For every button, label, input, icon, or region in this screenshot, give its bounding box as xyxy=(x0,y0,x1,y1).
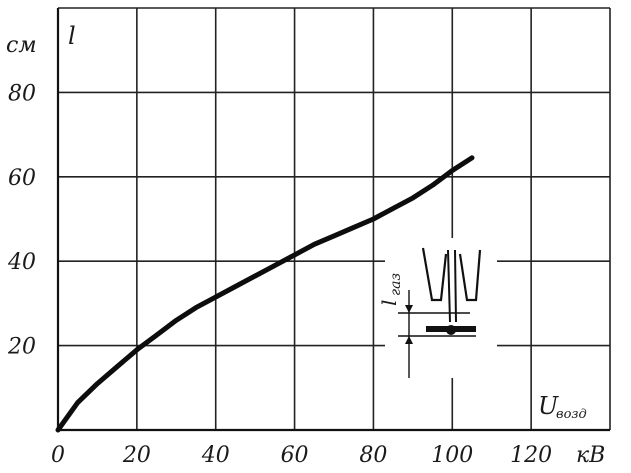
x-tick-label-40: 40 xyxy=(201,443,230,468)
inset-label-symbol: l xyxy=(377,300,401,306)
y-tick-label-40: 40 xyxy=(7,250,36,275)
x-axis-subscript: возд xyxy=(556,407,587,422)
y-tick-label-60: 60 xyxy=(8,166,36,191)
electrode-inset-diagram: l газ xyxy=(377,238,497,378)
x-tick-label-100: 100 xyxy=(431,443,473,468)
dimension-arrow-up-icon xyxy=(405,336,413,344)
x-tick-label-0: 0 xyxy=(51,443,65,468)
x-axis-unit: кВ xyxy=(576,443,605,468)
x-tick-label-120: 120 xyxy=(510,443,552,468)
dimension-arrow-down-icon xyxy=(405,305,413,313)
axes xyxy=(56,8,610,432)
base-node-icon xyxy=(446,325,456,335)
series xyxy=(55,155,475,433)
electrode-left-icon xyxy=(421,247,448,302)
series-line-0 xyxy=(55,155,475,433)
x-tick-label-60: 60 xyxy=(281,443,309,468)
y-axis-symbol: l xyxy=(68,22,76,50)
y-axis-unit: см xyxy=(6,33,37,58)
x-axis-label: U возд xyxy=(538,392,587,422)
x-axis-symbol: U xyxy=(538,392,559,420)
y-tick-label-80: 80 xyxy=(8,81,36,106)
electrode-right-icon xyxy=(458,249,482,302)
x-tick-labels: 0 20 40 60 80 100 120 xyxy=(51,443,552,468)
x-tick-label-80: 80 xyxy=(359,443,387,468)
grid-lines xyxy=(58,7,611,430)
inset-label-subscript: газ xyxy=(388,273,404,296)
inset-label: l газ xyxy=(377,273,404,306)
x-tick-label-20: 20 xyxy=(122,443,151,468)
discharge-center-icon xyxy=(447,249,457,323)
y-tick-label-20: 20 xyxy=(7,335,36,360)
y-tick-labels: 20 40 60 80 xyxy=(7,81,36,359)
